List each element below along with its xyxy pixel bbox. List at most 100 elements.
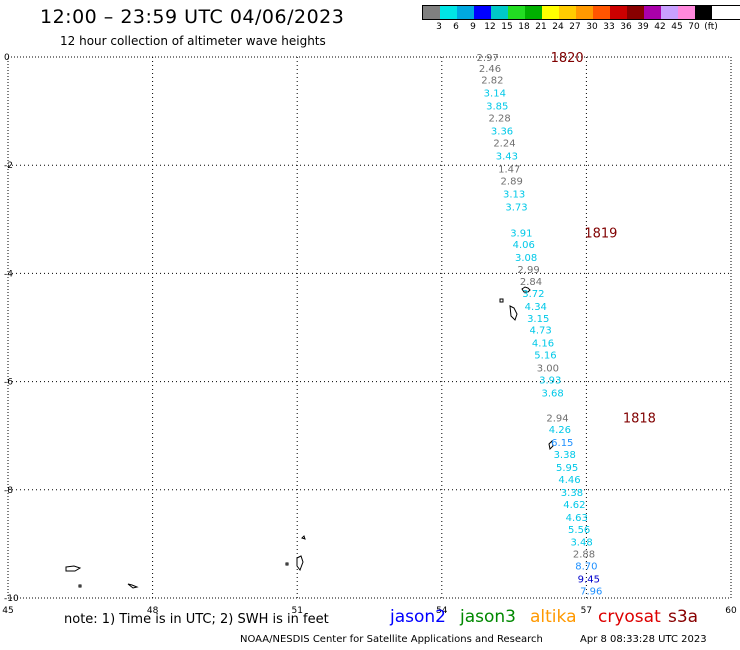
satellite-legend-jason3: jason3 (460, 607, 516, 627)
wave-height-value: 4.46 (558, 475, 580, 486)
wave-height-value: 3.08 (515, 253, 537, 264)
wave-height-value: 3.38 (554, 450, 576, 461)
wave-height-value: 3.93 (539, 375, 561, 386)
wave-height-value: 3.14 (484, 89, 506, 100)
wave-height-value: 2.97 (476, 53, 498, 64)
y-tick-label: -6 (4, 378, 13, 388)
color-scale-label: 42 (654, 22, 666, 32)
y-tick-label: -2 (4, 161, 13, 171)
wave-height-value: 2.46 (479, 64, 501, 75)
y-tick-label: -8 (4, 486, 13, 496)
x-tick-label: 54 (436, 606, 448, 616)
credit-text: NOAA/NESDIS Center for Satellite Applica… (240, 634, 543, 645)
wave-height-value: 5.56 (568, 525, 590, 536)
color-scale-label: 39 (637, 22, 649, 32)
color-scale-label: 18 (518, 22, 530, 32)
wave-height-value: 4.34 (525, 302, 547, 313)
color-scale-labels: 3 6 9 12 15 18 21 24 27 30 33 36 39 42 45 70 (ft) (422, 20, 740, 32)
y-tick-label: -10 (4, 594, 19, 604)
wave-height-value: 3.91 (510, 228, 532, 239)
color-scale-label: 30 (586, 22, 598, 32)
color-scale-label: 27 (569, 22, 581, 32)
color-swatch (610, 6, 627, 19)
color-swatch (542, 6, 559, 19)
color-scale-legend: 3 6 9 12 15 18 21 24 27 30 33 36 39 42 45 70 (ft) (422, 5, 740, 32)
color-swatch (559, 6, 576, 19)
wave-height-value: 9.45 (578, 575, 600, 586)
map-frame (7, 56, 732, 599)
satellite-legend-s3a: s3a (668, 607, 699, 627)
pass-time-label: 1818 (623, 411, 656, 426)
island-coastline (285, 562, 289, 566)
color-swatch (508, 6, 525, 19)
color-scale-label: 45 (671, 22, 683, 32)
color-scale-bar (422, 5, 740, 20)
satellite-legend-jason2: jason2 (390, 607, 446, 627)
wave-height-value: 7.96 (580, 586, 602, 597)
island-coastline (127, 583, 139, 589)
wave-height-value: 8.70 (575, 562, 597, 573)
wave-height-value: 4.62 (563, 500, 585, 511)
satellite-legend-cryosat: cryosat (598, 607, 661, 627)
wave-height-value: 2.94 (546, 413, 568, 424)
color-scale-label: 24 (552, 22, 564, 32)
color-scale-label: 70 (688, 22, 700, 32)
wave-height-value: 2.24 (493, 138, 515, 149)
color-swatch (627, 6, 644, 19)
color-swatch (491, 6, 508, 19)
color-swatch (440, 6, 457, 19)
wave-height-value: 5.16 (534, 351, 556, 362)
color-swatch (474, 6, 491, 19)
island-coastline (65, 565, 82, 572)
island-coastline (509, 305, 518, 321)
wave-height-value: 3.38 (561, 488, 583, 499)
color-scale-label: 6 (453, 22, 459, 32)
wave-height-value: 2.82 (481, 76, 503, 87)
island-coastline (301, 535, 306, 540)
color-swatch (678, 6, 695, 19)
wave-height-value: 2.88 (573, 550, 595, 561)
wave-height-value: 4.16 (532, 339, 554, 350)
island-coastline (78, 584, 82, 588)
color-scale-label: 36 (620, 22, 632, 32)
wave-height-value: 4.73 (529, 326, 551, 337)
color-swatch (576, 6, 593, 19)
map-title: 12:00 – 23:59 UTC 04/06/2023 (40, 6, 345, 28)
wave-height-value: 2.28 (489, 114, 511, 125)
wave-height-value: 1.47 (498, 164, 520, 175)
x-tick-label: 45 (2, 606, 13, 616)
wave-height-value: 3.15 (527, 314, 549, 325)
color-swatch (661, 6, 678, 19)
wave-height-value: 2.84 (520, 277, 542, 288)
wave-height-value: 3.85 (486, 102, 508, 113)
pass-time-label: 1820 (551, 51, 584, 66)
wave-height-value: 2.89 (501, 176, 523, 187)
color-swatch (593, 6, 610, 19)
x-tick-label: 60 (725, 606, 737, 616)
color-swatch (423, 6, 440, 19)
color-scale-label: 9 (470, 22, 476, 32)
island-coastline (521, 286, 531, 293)
wave-height-value: 3.72 (522, 289, 544, 300)
color-scale-label: 12 (484, 22, 496, 32)
x-tick-label: 48 (147, 606, 159, 616)
pass-time-label: 1819 (584, 226, 617, 241)
color-scale-label: (ft) (704, 22, 718, 32)
wave-height-value: 6.15 (551, 438, 573, 449)
y-tick-label: 0 (4, 53, 10, 63)
wave-height-value: 2.99 (517, 265, 539, 276)
satellite-legend-altika: altika (530, 607, 577, 627)
color-swatch (644, 6, 661, 19)
color-scale-label: 33 (603, 22, 615, 32)
color-scale-label: 21 (535, 22, 547, 32)
color-swatch (525, 6, 542, 19)
wave-height-value: 3.43 (496, 151, 518, 162)
color-swatch (695, 6, 712, 19)
island-coastline (499, 298, 504, 303)
island-coastline (548, 439, 554, 451)
wave-height-value: 5.95 (556, 463, 578, 474)
wave-height-value: 3.36 (491, 127, 513, 138)
color-scale-label: 3 (436, 22, 442, 32)
y-tick-label: -4 (4, 269, 13, 279)
